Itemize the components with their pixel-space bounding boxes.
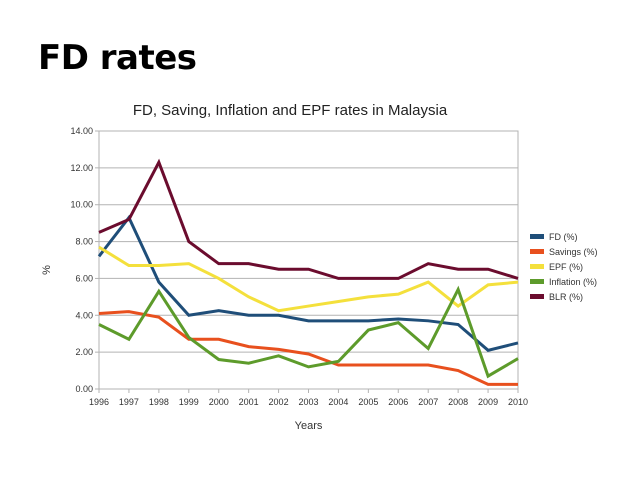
x-tick-label: 2003	[298, 397, 318, 407]
series-line-blr	[98, 158, 519, 280]
y-tick-label: 6.00	[75, 273, 93, 283]
y-tick-label: 10.00	[70, 200, 93, 210]
x-tick-label: 1999	[179, 397, 199, 407]
legend-swatch-fd	[530, 234, 544, 239]
x-tick-label: 1997	[119, 397, 139, 407]
legend-label-savings: Savings (%)	[549, 247, 598, 257]
y-axis-label: %	[41, 265, 53, 275]
x-axis-ticks: 1996 1997 1998 1999 2000 2001 2002 2003 2004 2005…	[89, 397, 528, 407]
y-tick-label: 14.00	[70, 126, 93, 136]
series-line-fd	[97, 214, 519, 352]
chart-legend: FD (%) Savings (%) EPF (%) Inflation (%) BLR…	[530, 232, 598, 302]
y-tick-label: 4.00	[75, 310, 93, 320]
legend-label-epf: EPF (%)	[549, 262, 583, 272]
y-tick-label: 12.00	[70, 163, 93, 173]
y-tick-label: 2.00	[75, 347, 93, 357]
series-line-epf	[98, 245, 519, 313]
series-line-savings	[98, 310, 518, 386]
x-tick-label: 2005	[358, 397, 378, 407]
series-line-inflation	[98, 285, 519, 379]
legend-swatch-epf	[530, 264, 544, 269]
y-tick-label: 8.00	[75, 237, 93, 247]
x-tick-label: 2004	[328, 397, 348, 407]
legend-label-inflation: Inflation (%)	[549, 277, 597, 287]
legend-swatch-inflation	[530, 279, 544, 284]
chart-title: FD, Saving, Inflation and EPF rates in M…	[133, 102, 448, 119]
y-axis-ticks: 0.00 2.00 4.00 6.00 8.00 10.00 12.00 14.00	[70, 126, 93, 394]
slide-title: FD rates	[38, 38, 197, 78]
x-axis-label: Years	[295, 420, 323, 432]
x-tick-label: 2002	[269, 397, 289, 407]
y-tick-label: 0.00	[75, 384, 93, 394]
x-tick-label: 2009	[478, 397, 498, 407]
x-tick-label: 2007	[418, 397, 438, 407]
chart-series	[97, 158, 519, 386]
legend-label-fd: FD (%)	[549, 232, 578, 242]
chart-axes	[98, 130, 519, 390]
x-tick-label: 1998	[149, 397, 169, 407]
x-tick-label: 2006	[388, 397, 408, 407]
x-tick-label: 1996	[89, 397, 109, 407]
x-tick-label: 2008	[448, 397, 468, 407]
x-tick-label: 2000	[209, 397, 229, 407]
plot-area-border	[98, 130, 519, 390]
legend-label-blr: BLR (%)	[549, 292, 583, 302]
legend-swatch-savings	[530, 249, 544, 254]
legend-swatch-blr	[530, 294, 544, 299]
x-tick-label: 2001	[239, 397, 259, 407]
x-tick-label: 2010	[508, 397, 528, 407]
